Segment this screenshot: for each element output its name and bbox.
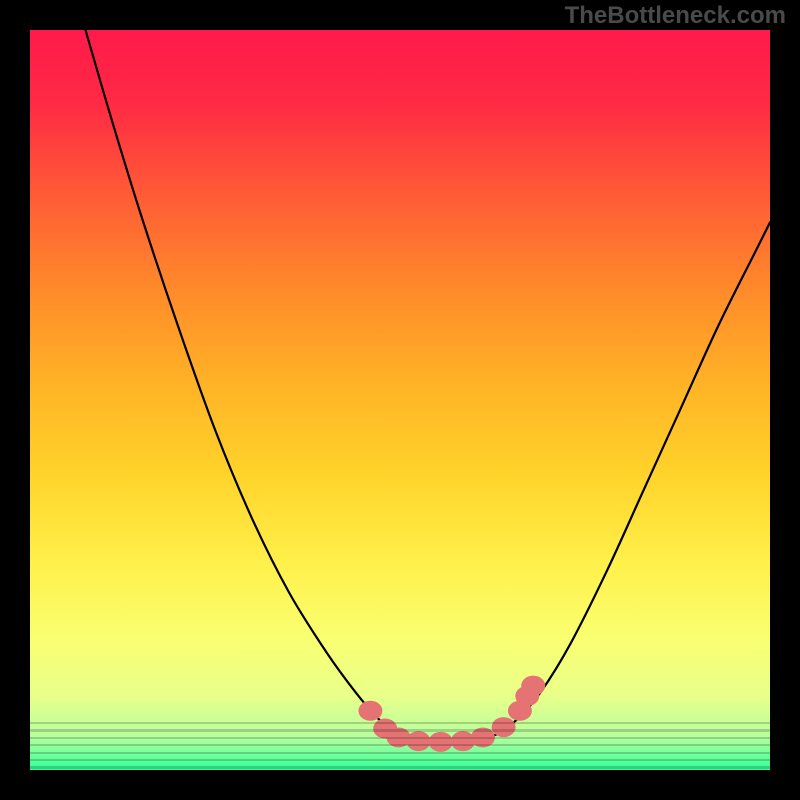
chart-svg — [0, 0, 800, 800]
banding-stripe — [30, 737, 770, 739]
curve-marker — [358, 701, 382, 721]
curve-marker — [429, 732, 453, 752]
curve-marker — [492, 717, 516, 737]
banding-stripe — [30, 729, 770, 731]
banding-stripe — [30, 722, 770, 724]
banding-stripe — [30, 759, 770, 761]
curve-marker — [451, 731, 475, 751]
curve-marker — [521, 676, 545, 696]
curve-marker — [407, 731, 431, 751]
bottleneck-curve — [86, 30, 771, 742]
banding-stripe — [30, 744, 770, 746]
banding-stripe — [30, 766, 770, 768]
banding-stripe — [30, 752, 770, 754]
